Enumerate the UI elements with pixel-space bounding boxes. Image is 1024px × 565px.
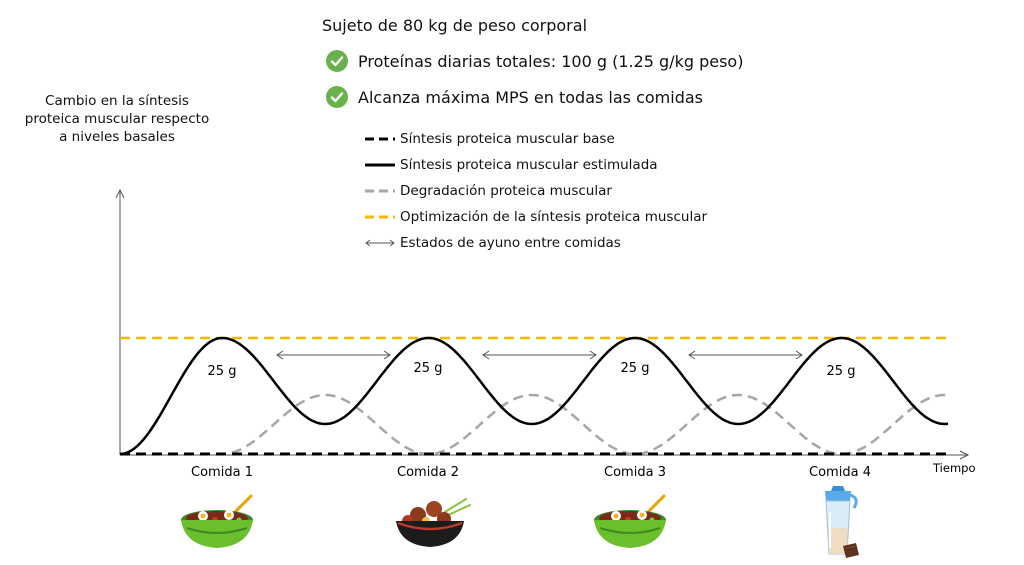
- meal-amount: 25 g: [208, 364, 237, 379]
- meal-amount: 25 g: [621, 361, 650, 376]
- legend-item-fasting: Estados de ayuno entre comidas: [364, 235, 621, 251]
- legend-swatch-gray-dashed: [365, 189, 395, 193]
- y-axis-label: Cambio en la síntesis proteica muscular …: [24, 93, 210, 145]
- legend-item-degradation: Degradación proteica muscular: [364, 183, 612, 199]
- header-title: Sujeto de 80 kg de peso corporal: [322, 16, 588, 35]
- legend-label: Síntesis proteica muscular estimulada: [400, 157, 658, 173]
- legend-swatch-yellow-dashed: [365, 215, 395, 219]
- meatball-bowl-icon: [396, 498, 471, 547]
- legend-swatch-black-dashed: [365, 137, 395, 141]
- legend-label: Optimización de la síntesis proteica mus…: [400, 209, 708, 225]
- meal-label: Comida 3: [604, 465, 666, 480]
- checkmark-icon: [326, 86, 348, 108]
- fasting-arrow: [482, 350, 597, 360]
- legend-label: Estados de ayuno entre comidas: [400, 235, 621, 251]
- synthesis-curve: [119, 336, 949, 456]
- legend-label: Degradación proteica muscular: [400, 183, 612, 199]
- meal-label: Comida 4: [809, 465, 871, 480]
- check-item-max-mps: Alcanza máxima MPS en todas las comidas: [326, 86, 703, 108]
- y-axis-arrowhead: [115, 188, 125, 199]
- meal-amount: 25 g: [414, 361, 443, 376]
- salad-bowl-icon: [594, 494, 666, 548]
- meal-label: Comida 2: [397, 465, 459, 480]
- legend-label: Síntesis proteica muscular base: [400, 131, 615, 147]
- check-item-total-protein: Proteínas diarias totales: 100 g (1.25 g…: [326, 50, 743, 72]
- x-axis-arrowhead: [959, 450, 970, 460]
- check-item-text: Alcanza máxima MPS en todas las comidas: [358, 87, 703, 107]
- fasting-arrow: [688, 350, 803, 360]
- x-axis-label: Tiempo: [932, 461, 975, 475]
- checkmark-icon: [326, 50, 348, 72]
- legend-item-optimization: Optimización de la síntesis proteica mus…: [364, 209, 707, 225]
- meal-label: Comida 1: [191, 465, 253, 480]
- fasting-arrow: [276, 350, 391, 360]
- legend-swatch-black-solid: [365, 163, 395, 167]
- meal-amount: 25 g: [827, 364, 856, 379]
- salad-bowl-icon: [181, 494, 253, 548]
- legend-item-stimulated: Síntesis proteica muscular estimulada: [364, 157, 658, 173]
- double-arrow-icon: [365, 239, 395, 247]
- legend-item-baseline: Síntesis proteica muscular base: [364, 131, 615, 147]
- check-item-text: Proteínas diarias totales: 100 g (1.25 g…: [358, 51, 744, 71]
- protein-shaker-icon: [825, 486, 859, 558]
- degradation-curve: [120, 393, 949, 456]
